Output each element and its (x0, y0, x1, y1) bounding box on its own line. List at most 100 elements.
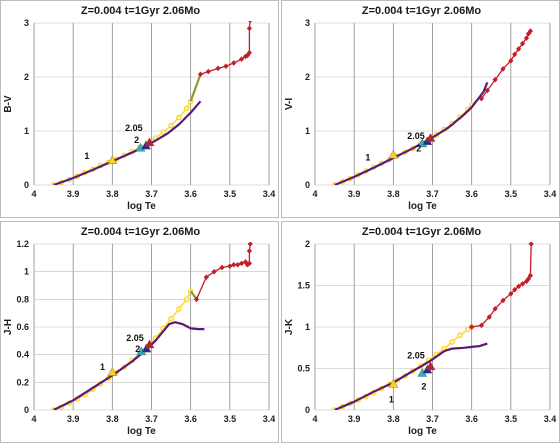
x-tick-label: 3.9 (348, 189, 361, 199)
point-annotation: 2 (421, 381, 426, 391)
x-tick-label: 3.7 (426, 414, 439, 424)
x-tick-label: 4 (312, 189, 317, 199)
y-tick-label: 0.4 (16, 350, 29, 360)
x-tick-label: 3.4 (263, 189, 276, 199)
series-point (246, 260, 253, 267)
point-annotation: 2.05 (407, 351, 425, 361)
plot-area (331, 242, 534, 410)
highlight-marker (425, 361, 436, 371)
x-tick-label: 4 (31, 414, 36, 424)
chart-panel-j-h: Z=0.004 t=1Gyr 2.06Mo 4 3.9 3.8 3.7 3.6 3.5 3.4… (0, 221, 279, 443)
y-tick-label: 0 (305, 405, 310, 415)
highlight-marker (425, 133, 436, 142)
series-line (53, 290, 192, 410)
series-point (227, 263, 233, 269)
x-tick-label: 3.4 (263, 414, 276, 424)
point-annotation: 2 (134, 135, 139, 145)
series-point (248, 21, 253, 24)
plot-area (50, 21, 253, 185)
series-point (184, 296, 190, 303)
series-point (238, 56, 245, 62)
y-tick-label: 0.6 (16, 322, 29, 332)
x-tick-label: 3.5 (224, 189, 237, 199)
x-tick-label: 3.5 (505, 189, 518, 199)
series-point (457, 332, 463, 339)
y-tick-label: 1 (24, 126, 29, 136)
series-point (512, 51, 518, 58)
series-line (480, 30, 531, 99)
x-tick-label: 3.5 (224, 414, 237, 424)
chart-panel-j-k: Z=0.004 t=1Gyr 2.06Mo 4 3.9 3.8 3.7 3.6 3.5 3.4… (281, 221, 560, 443)
y-axis-label: V-I (284, 98, 295, 110)
x-tick-label: 3.8 (387, 414, 400, 424)
series-line (334, 342, 488, 410)
x-tick-label: 3.8 (106, 189, 119, 199)
x-axis-label: log Te (127, 201, 156, 212)
series-point (160, 129, 167, 135)
x-tick-label: 3.7 (145, 189, 158, 199)
x-tick-label: 3.8 (387, 189, 400, 199)
series-point (168, 122, 174, 129)
point-annotation: 2.05 (125, 123, 143, 133)
series-point (231, 261, 237, 268)
x-axis-label: log Te (127, 426, 156, 437)
chart-svg: Z=0.004 t=1Gyr 2.06Mo 4 3.9 3.8 3.7 3.6 3.5 3.4… (284, 5, 557, 212)
y-tick-label: 1 (305, 322, 310, 332)
series-point (465, 326, 471, 333)
x-tick-label: 3.7 (426, 189, 439, 199)
series-line (189, 73, 202, 102)
y-axis-label: B-V (3, 95, 14, 113)
point-annotation: 1 (389, 395, 394, 405)
highlight-marker (107, 367, 118, 376)
series-point (500, 297, 506, 304)
chart-panel-b-v: Z=0.004 t=1Gyr 2.06Mo 4 3.9 3.8 3.7 3.6 3.5 3.4… (0, 0, 279, 218)
chart-title: Z=0.004 t=1Gyr 2.06Mo (362, 226, 482, 238)
point-annotation: 1 (365, 153, 370, 163)
y-tick-label: 0 (24, 405, 29, 415)
highlight-marker (388, 378, 399, 388)
x-axis-label: log Te (408, 201, 437, 212)
chart-title: Z=0.004 t=1Gyr 2.06Mo (81, 226, 201, 238)
x-tick-label: 3.6 (465, 414, 478, 424)
x-tick-label: 3.7 (145, 414, 158, 424)
highlight-marker (144, 339, 155, 349)
series-point (246, 248, 253, 254)
y-tick-label: 0.5 (297, 364, 310, 374)
x-tick-label: 4 (31, 189, 36, 199)
y-tick-label: 1.5 (297, 281, 310, 291)
y-tick-label: 2 (305, 72, 310, 82)
chart-svg: Z=0.004 t=1Gyr 2.06Mo 4 3.9 3.8 3.7 3.6 3.5 3.4… (3, 5, 276, 212)
series-point (528, 242, 534, 247)
x-tick-label: 3.4 (544, 414, 557, 424)
series-point (246, 49, 253, 56)
x-tick-label: 4 (312, 414, 317, 424)
series-point (231, 60, 237, 66)
point-annotation: 1 (100, 362, 105, 372)
y-tick-label: 0.8 (16, 294, 29, 304)
series-point (215, 65, 221, 72)
y-axis-label: J-K (284, 318, 295, 335)
series-line (53, 321, 205, 410)
series-point (176, 306, 182, 312)
y-axis-label: J-H (3, 319, 14, 335)
point-annotation: 2.05 (407, 131, 425, 141)
chart-svg: Z=0.004 t=1Gyr 2.06Mo 4 3.9 3.8 3.7 3.6 3.5 3.4… (3, 226, 276, 437)
y-tick-label: 3 (305, 18, 310, 28)
point-annotation: 2 (416, 144, 421, 154)
x-tick-label: 3.6 (184, 189, 197, 199)
series-point (205, 68, 211, 75)
y-tick-label: 1 (305, 126, 310, 136)
series-point (219, 264, 225, 271)
chart-panel-v-i: Z=0.004 t=1Gyr 2.06Mo 4 3.9 3.8 3.7 3.6 3.5 3.4… (281, 0, 560, 218)
x-axis-label: log Te (408, 426, 437, 437)
y-tick-label: 0 (24, 180, 29, 190)
highlight-marker (388, 149, 399, 159)
plot-area (331, 28, 534, 185)
x-tick-label: 3.6 (465, 189, 478, 199)
y-tick-label: 1.2 (16, 239, 29, 249)
y-tick-label: 3 (24, 18, 29, 28)
series-point (238, 260, 245, 267)
y-tick-label: 1 (24, 267, 29, 277)
x-tick-label: 3.4 (544, 189, 557, 199)
